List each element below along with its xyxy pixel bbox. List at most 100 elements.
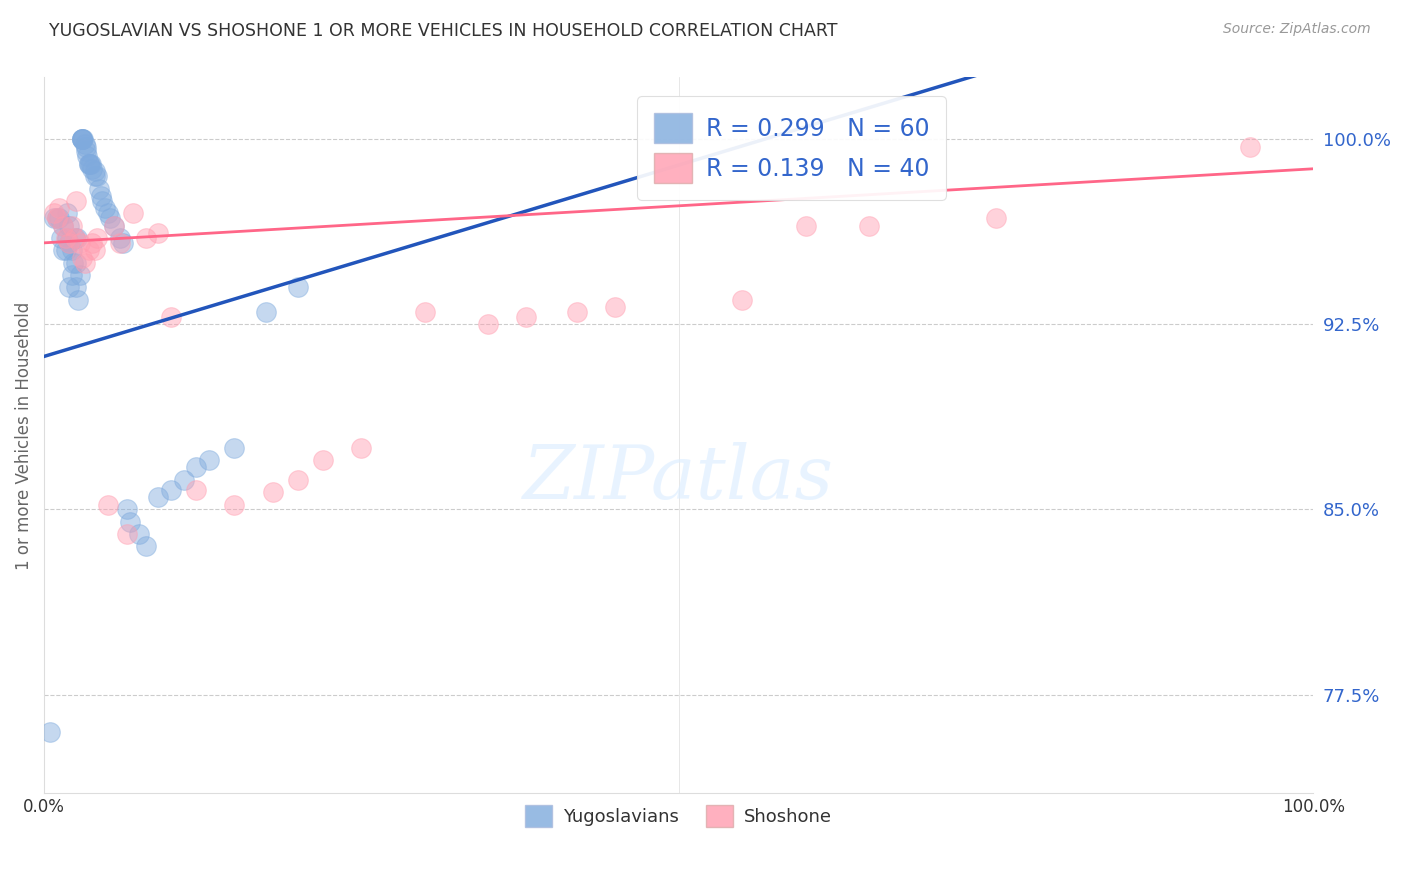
Text: YUGOSLAVIAN VS SHOSHONE 1 OR MORE VEHICLES IN HOUSEHOLD CORRELATION CHART: YUGOSLAVIAN VS SHOSHONE 1 OR MORE VEHICL…	[49, 22, 838, 40]
Point	[77, 157, 100, 171]
Point	[77, 157, 100, 171]
Point	[58, 280, 80, 294]
Point	[128, 527, 150, 541]
Point	[79, 157, 101, 171]
Point	[148, 226, 170, 240]
Point	[70, 132, 93, 146]
Point	[70, 132, 93, 146]
Point	[186, 483, 208, 497]
Point	[120, 515, 142, 529]
Point	[413, 305, 436, 319]
Point	[160, 310, 183, 324]
Point	[77, 244, 100, 258]
Point	[858, 219, 880, 233]
Point	[90, 189, 112, 203]
Point	[198, 453, 221, 467]
Point	[731, 293, 754, 307]
Point	[45, 211, 67, 226]
Point	[65, 280, 87, 294]
Point	[58, 235, 80, 250]
Point	[224, 498, 246, 512]
Point	[83, 244, 105, 258]
Point	[45, 211, 67, 226]
Point	[565, 305, 588, 319]
Point	[55, 244, 77, 258]
Point	[477, 318, 499, 332]
Point	[44, 206, 66, 220]
Point	[83, 164, 105, 178]
Point	[82, 161, 104, 176]
Point	[73, 137, 96, 152]
Point	[48, 201, 70, 215]
Point	[56, 231, 79, 245]
Point	[73, 255, 96, 269]
Point	[70, 132, 93, 146]
Point	[312, 453, 335, 467]
Legend: Yugoslavians, Shoshone: Yugoslavians, Shoshone	[517, 798, 839, 834]
Point	[60, 244, 83, 258]
Point	[69, 235, 91, 250]
Point	[794, 219, 817, 233]
Point	[52, 219, 75, 233]
Point	[60, 219, 83, 233]
Point	[287, 280, 309, 294]
Point	[115, 502, 138, 516]
Text: ZIPatlas: ZIPatlas	[523, 442, 834, 515]
Point	[66, 231, 89, 245]
Point	[254, 305, 277, 319]
Point	[80, 157, 103, 171]
Point	[70, 132, 93, 146]
Text: Source: ZipAtlas.com: Source: ZipAtlas.com	[1223, 22, 1371, 37]
Point	[67, 293, 90, 307]
Point	[135, 231, 157, 245]
Point	[62, 255, 84, 269]
Point	[110, 235, 132, 250]
Point	[86, 231, 108, 245]
Point	[186, 460, 208, 475]
Point	[52, 219, 75, 233]
Point	[52, 244, 75, 258]
Point	[115, 527, 138, 541]
Point	[262, 485, 284, 500]
Point	[55, 231, 77, 245]
Point	[87, 181, 110, 195]
Y-axis label: 1 or more Vehicles in Household: 1 or more Vehicles in Household	[15, 301, 32, 569]
Point	[86, 169, 108, 184]
Point	[173, 473, 195, 487]
Point	[1239, 139, 1261, 153]
Point	[605, 300, 627, 314]
Point	[110, 231, 132, 245]
Point	[350, 441, 373, 455]
Point	[94, 201, 117, 215]
Point	[122, 206, 145, 220]
Point	[70, 251, 93, 265]
Point	[63, 231, 86, 245]
Point	[984, 211, 1007, 226]
Point	[39, 724, 62, 739]
Point	[58, 219, 80, 233]
Point	[65, 255, 87, 269]
Point	[75, 139, 97, 153]
Point	[103, 219, 125, 233]
Point	[83, 169, 105, 184]
Point	[515, 310, 537, 324]
Point	[91, 194, 114, 208]
Point	[69, 268, 91, 282]
Point	[65, 194, 87, 208]
Point	[135, 540, 157, 554]
Point	[58, 235, 80, 250]
Point	[63, 231, 86, 245]
Point	[103, 219, 125, 233]
Point	[97, 498, 120, 512]
Point	[287, 473, 309, 487]
Point	[49, 231, 72, 245]
Point	[44, 211, 66, 226]
Point	[224, 441, 246, 455]
Point	[98, 211, 121, 226]
Point	[48, 211, 70, 226]
Point	[160, 483, 183, 497]
Point	[76, 149, 98, 163]
Point	[75, 145, 97, 159]
Point	[111, 235, 134, 250]
Point	[56, 206, 79, 220]
